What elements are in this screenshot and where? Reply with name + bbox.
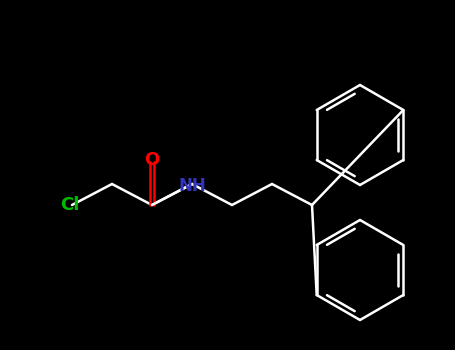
Text: Cl: Cl <box>61 196 80 214</box>
Text: NH: NH <box>178 177 206 195</box>
Text: O: O <box>144 151 160 169</box>
